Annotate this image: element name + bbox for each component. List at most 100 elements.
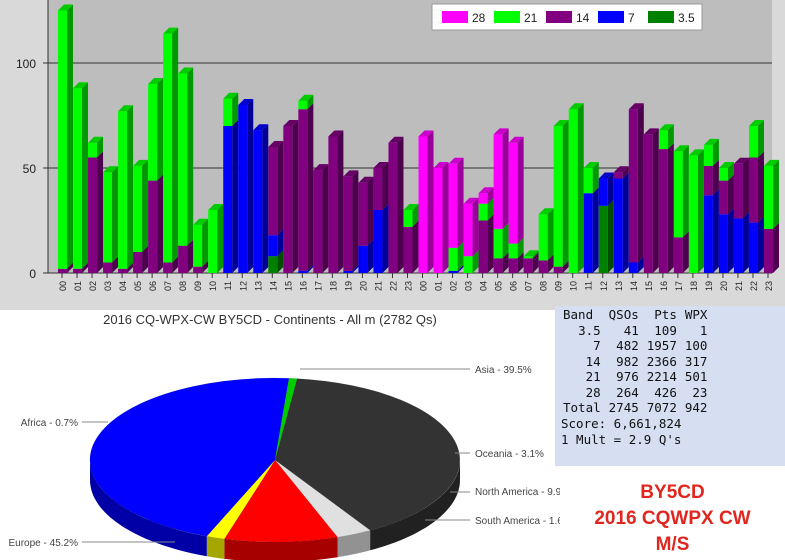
x-tick-label: 16 [659, 281, 669, 291]
bar-segment-21 [568, 103, 584, 273]
bar-segment-21 [73, 82, 89, 269]
x-tick-label: 08 [178, 281, 188, 291]
score-line: Score: 6,661,824 [561, 415, 682, 431]
bar-top [598, 172, 614, 179]
table-header-row: Band QSOs Pts WPX [559, 307, 711, 323]
x-tick-label: 15 [644, 281, 654, 291]
bar-segment-21 [133, 159, 149, 252]
table-row-total: Total 2745 7072 942 [559, 400, 711, 416]
x-tick-label: 13 [614, 281, 624, 291]
bar-top [343, 170, 359, 177]
x-tick-label: 19 [704, 281, 714, 291]
pie-label-oceania: Oceania - 3.1% [475, 449, 544, 460]
bar-top [764, 159, 779, 166]
bar-segment-14 [523, 252, 539, 273]
bar-segment-14 [58, 262, 73, 273]
x-tick-label: 10 [208, 281, 218, 291]
column-header: WPX [684, 307, 708, 322]
pts-cell: 2366 [646, 353, 677, 369]
bar-segment-21 [178, 67, 194, 246]
bar-segment-21 [463, 250, 479, 273]
bar-segment-7 [253, 124, 269, 273]
y-tick-label: 100 [16, 57, 36, 71]
bar-segment-21 [298, 94, 314, 110]
bar-segment-7 [598, 172, 614, 206]
pie-chart-title: 2016 CQ-WPX-CW BY5CD - Continents - All … [103, 312, 437, 327]
bar-segment-14 [764, 222, 779, 273]
legend-swatch-14 [546, 11, 572, 23]
pie-slice-oceania [274, 459, 371, 538]
legend-label-14: 14 [576, 11, 590, 25]
bar-segment-21 [223, 92, 239, 126]
x-tick-label: 02 [449, 281, 459, 291]
bar-top [418, 130, 434, 137]
pie-label-south-america: South America - 1.6% [475, 516, 560, 527]
station-caption: BY5CD 2016 CQWPX CW M/S [560, 480, 785, 558]
bar-top [208, 204, 224, 210]
bar-segment-14 [118, 262, 134, 273]
band-cell: 3.5 [578, 322, 601, 338]
bar-top [283, 120, 299, 126]
bar-top [643, 128, 659, 135]
pie-slice-side [90, 460, 207, 557]
bar-segment-21 [403, 204, 419, 227]
bar-segment-14 [613, 166, 629, 179]
bar-segment-14 [628, 103, 644, 263]
bar-segment-14 [343, 170, 359, 271]
qsos-cell: 264 [616, 384, 639, 400]
legend-swatch-21 [494, 11, 520, 23]
y-tick-label: 50 [23, 162, 37, 176]
bar-segment-28 [433, 162, 449, 273]
column-header: Band [563, 307, 594, 322]
wpx-cell: 942 [684, 400, 708, 415]
bar-top [553, 120, 569, 126]
x-tick-label: 17 [674, 281, 684, 291]
bar-segment-7 [358, 239, 374, 273]
bar-segment-14 [733, 157, 749, 219]
bar-segment-14 [403, 220, 419, 273]
pie-slice-africa [274, 377, 298, 461]
band-rate-chart-panel: 100 50 0 00 01 02 03 04 05 06 07 08 09 10 11 12 13 14 1… [0, 0, 785, 310]
x-tick-label: 09 [554, 281, 564, 291]
bar-top [73, 82, 89, 89]
legend: 28 21 14 7 3.5 [431, 3, 703, 31]
qsos-cell: 41 [623, 322, 639, 338]
x-tick-label: 21 [734, 281, 744, 291]
pts-cell: 426 [654, 384, 677, 400]
x-tick-label: 22 [388, 281, 398, 291]
bar-top [658, 124, 674, 131]
bar-segment-14 [373, 162, 389, 210]
bar-segment-7 [238, 99, 254, 273]
legend-swatch-7 [598, 11, 624, 23]
x-tick-label: 18 [689, 281, 699, 291]
bar-top [298, 94, 314, 101]
bar-top [688, 149, 704, 156]
x-tick-label: 20 [358, 281, 368, 291]
legend-label-28: 28 [472, 11, 486, 25]
mult-line: 1 Mult = 2.9 Q's [561, 431, 682, 447]
bar-top [493, 128, 509, 135]
pie-label-europe: Europe - 45.2% [9, 538, 79, 549]
bar-segment-21 [103, 166, 119, 263]
bar-segment-14 [673, 231, 689, 273]
band-cell: Total [563, 400, 601, 415]
pts-cell: 2214 [646, 369, 677, 384]
bar-segment-14 [493, 252, 509, 273]
bar-segment-7 [733, 212, 749, 273]
x-tick-label: 12 [599, 281, 609, 291]
x-tick-label: 19 [343, 281, 353, 291]
table-row: 28 264 426 23 [559, 385, 711, 401]
entry-category: M/S [655, 534, 690, 555]
table-row: 3.5 41 109 1 [559, 323, 711, 339]
bar-segment-21 [523, 250, 539, 259]
band-rate-chart: 100 50 0 00 01 02 03 04 05 06 07 08 09 10 11 12 13 14 1… [16, 0, 779, 291]
bar-top [613, 166, 629, 173]
legend-swatch-28 [442, 11, 468, 23]
bar-segment-21 [718, 162, 734, 181]
bar-top [268, 141, 284, 147]
bar-top [103, 166, 119, 173]
bar-top [718, 162, 734, 168]
bar-segment-7 [373, 204, 389, 273]
bar-segment-7 [718, 208, 734, 273]
table-row: 7 482 1957 100 [559, 338, 711, 354]
